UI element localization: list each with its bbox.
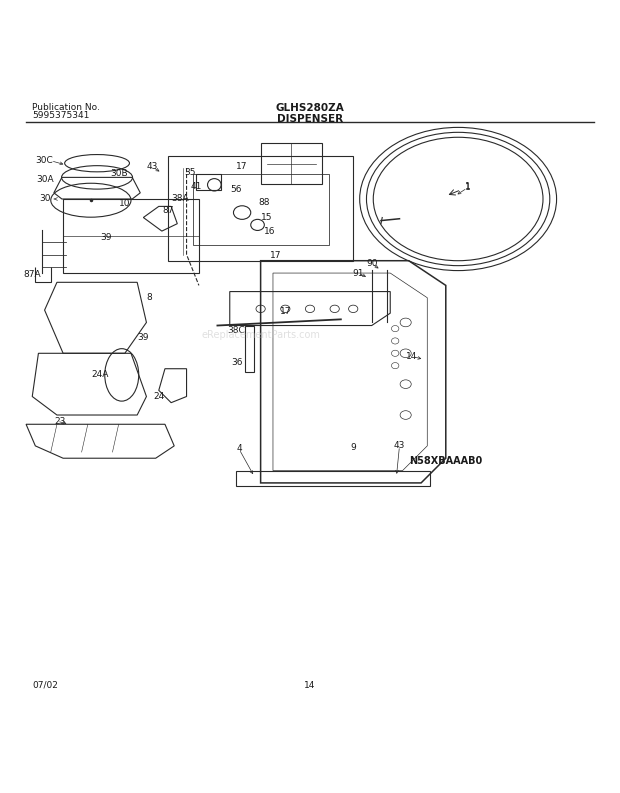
Text: DISPENSER: DISPENSER <box>277 114 343 124</box>
Text: 17: 17 <box>270 251 282 260</box>
Text: 1: 1 <box>464 182 470 191</box>
Text: 88: 88 <box>258 197 270 206</box>
Text: 1: 1 <box>464 183 470 193</box>
Text: 30A: 30A <box>36 174 53 184</box>
Text: 43: 43 <box>394 442 405 450</box>
Text: 38C: 38C <box>227 326 245 335</box>
Text: N58XBAAAB0: N58XBAAAB0 <box>409 456 482 466</box>
Text: 91: 91 <box>352 269 364 278</box>
Text: 35: 35 <box>184 168 195 177</box>
Text: 9: 9 <box>350 442 356 451</box>
Text: 23: 23 <box>55 416 66 426</box>
Text: 36: 36 <box>231 358 243 367</box>
Text: 5995375341: 5995375341 <box>32 111 90 120</box>
Text: 16: 16 <box>264 228 276 236</box>
Text: 39: 39 <box>100 233 112 242</box>
Text: Publication No.: Publication No. <box>32 103 100 113</box>
Text: 30B: 30B <box>110 169 128 178</box>
Text: 90: 90 <box>366 259 378 268</box>
Text: 87: 87 <box>162 205 174 215</box>
Text: GLHS280ZA: GLHS280ZA <box>276 103 344 113</box>
Text: 41: 41 <box>190 182 202 191</box>
Text: eReplacementParts.com: eReplacementParts.com <box>201 330 320 339</box>
Text: 87A: 87A <box>24 270 41 279</box>
Text: 17: 17 <box>236 162 248 170</box>
Text: 4: 4 <box>236 444 242 454</box>
Text: 24A: 24A <box>92 370 109 379</box>
Text: 38A: 38A <box>172 194 189 204</box>
Text: 17: 17 <box>280 307 291 316</box>
Text: 14: 14 <box>304 680 316 690</box>
Text: 24: 24 <box>153 392 164 401</box>
Text: 30: 30 <box>39 194 50 204</box>
Text: 15: 15 <box>261 213 273 222</box>
Text: 8: 8 <box>147 293 153 302</box>
Text: 56: 56 <box>230 186 242 194</box>
Text: 14: 14 <box>406 352 417 361</box>
Text: 30C: 30C <box>36 156 53 165</box>
Text: 43: 43 <box>147 163 158 171</box>
Text: 10: 10 <box>119 199 131 208</box>
Text: 39: 39 <box>138 333 149 343</box>
Text: 07/02: 07/02 <box>32 680 58 690</box>
